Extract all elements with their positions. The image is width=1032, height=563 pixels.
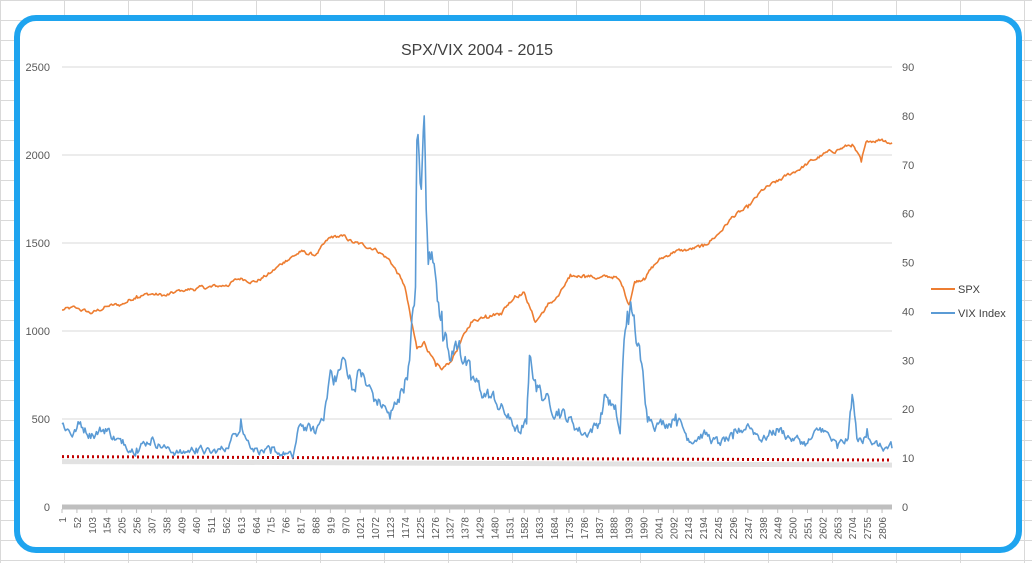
x-tick-label: 919 — [326, 517, 337, 534]
x-tick-label: 1990 — [639, 517, 650, 540]
x-tick-label: 2092 — [669, 517, 680, 540]
x-tick-label: 511 — [207, 517, 218, 533]
right-y-tick-label: 80 — [902, 111, 914, 123]
x-tick-label: 664 — [252, 517, 263, 534]
x-tick-label: 2296 — [729, 517, 740, 540]
x-tick-label: 2245 — [714, 517, 725, 540]
x-tick-label: 2704 — [848, 517, 859, 540]
spx-series-line — [61, 138, 893, 371]
left-y-tick-label: 0 — [44, 502, 50, 514]
right-y-tick-label: 20 — [902, 404, 914, 416]
x-tick-label: 1684 — [550, 517, 561, 540]
x-tick-label: 715 — [267, 517, 278, 534]
x-tick-label: 766 — [282, 517, 293, 534]
x-tick-label: 1 — [58, 517, 69, 523]
right-y-tick-label: 0 — [902, 502, 908, 514]
x-tick-label: 1174 — [401, 517, 412, 539]
x-tick-label: 613 — [237, 517, 248, 534]
x-tick-label: 1072 — [371, 517, 382, 540]
x-tick-label: 307 — [147, 517, 158, 534]
x-tick-label: 1378 — [461, 517, 472, 540]
x-tick-label: 1939 — [625, 517, 636, 540]
chart-title: SPX/VIX 2004 - 2015 — [401, 42, 553, 59]
left-y-tick-label: 2000 — [26, 150, 50, 162]
left-y-tick-label: 2500 — [26, 62, 50, 74]
x-tick-label: 2398 — [759, 517, 770, 540]
x-tick-label: 1633 — [535, 517, 546, 540]
x-tick-label: 1225 — [416, 517, 427, 540]
x-tick-label: 2500 — [789, 517, 800, 540]
right-y-axis: 0 10 20 30 40 50 60 70 80 90 — [902, 62, 914, 514]
x-tick-label: 562 — [222, 517, 233, 534]
x-tick-label: 205 — [118, 517, 129, 534]
x-tick-label: 2653 — [833, 517, 844, 540]
legend-label: SPX — [958, 284, 981, 296]
series-layer — [61, 115, 893, 459]
x-tick-label: 2041 — [654, 517, 665, 540]
left-y-tick-label: 1000 — [26, 326, 50, 338]
x-tick-label: 2143 — [684, 517, 695, 540]
x-tick-label: 2449 — [774, 517, 785, 540]
right-y-tick-label: 40 — [902, 306, 914, 318]
x-tick-label: 1327 — [446, 517, 457, 540]
vix-series-line — [61, 115, 893, 459]
reference-line-layer — [61, 455, 893, 468]
x-tick-label: 1531 — [505, 517, 516, 540]
x-tick-label: 1837 — [595, 517, 606, 540]
x-tick-label: 1480 — [490, 517, 501, 540]
legend-label: VIX Index — [958, 308, 1006, 320]
x-tick-label: 868 — [311, 517, 322, 534]
x-tick-label: 460 — [192, 517, 203, 534]
reference-line — [61, 455, 893, 462]
left-y-axis: 0 500 1000 1500 2000 2500 — [26, 62, 50, 514]
x-tick-label: 103 — [88, 517, 99, 534]
legend: SPX VIX Index — [931, 284, 1006, 320]
x-tick-label: 1123 — [386, 517, 397, 539]
x-tick-label: 1786 — [580, 517, 591, 540]
x-tick-label: 817 — [297, 517, 308, 534]
x-tick-label: 358 — [162, 517, 173, 534]
x-tick-label: 2755 — [863, 517, 874, 540]
x-tick-label: 970 — [341, 517, 352, 534]
right-y-tick-label: 50 — [902, 258, 914, 270]
gridlines — [62, 66, 892, 420]
x-tick-label: 1021 — [356, 517, 367, 540]
x-tick-label: 256 — [133, 517, 144, 534]
right-y-tick-label: 70 — [902, 160, 914, 172]
x-tick-label: 52 — [73, 517, 84, 529]
x-tick-label: 409 — [177, 517, 188, 534]
x-tick-label: 1888 — [610, 517, 621, 540]
x-axis: 1 52 103 154 205 256 307 358 409 460 511 562 613 664 7… — [58, 504, 892, 540]
x-tick-label: 1735 — [565, 517, 576, 540]
x-tick-label: 1582 — [520, 517, 531, 540]
right-y-tick-label: 10 — [902, 453, 914, 465]
x-tick-label: 2194 — [699, 517, 710, 540]
x-tick-label: 2551 — [804, 517, 815, 540]
x-tick-label: 2347 — [744, 517, 755, 540]
left-y-tick-label: 500 — [32, 414, 50, 426]
x-tick-label: 154 — [103, 517, 114, 534]
right-y-tick-label: 90 — [902, 62, 914, 74]
x-tick-label: 1429 — [475, 517, 486, 540]
right-y-tick-label: 60 — [902, 209, 914, 221]
x-tick-label: 1276 — [431, 517, 442, 540]
right-y-tick-label: 30 — [902, 355, 914, 367]
x-tick-label: 2602 — [818, 517, 829, 540]
left-y-tick-label: 1500 — [26, 238, 50, 250]
x-tick-label: 2806 — [878, 517, 889, 540]
reference-line-shadow — [61, 459, 893, 468]
